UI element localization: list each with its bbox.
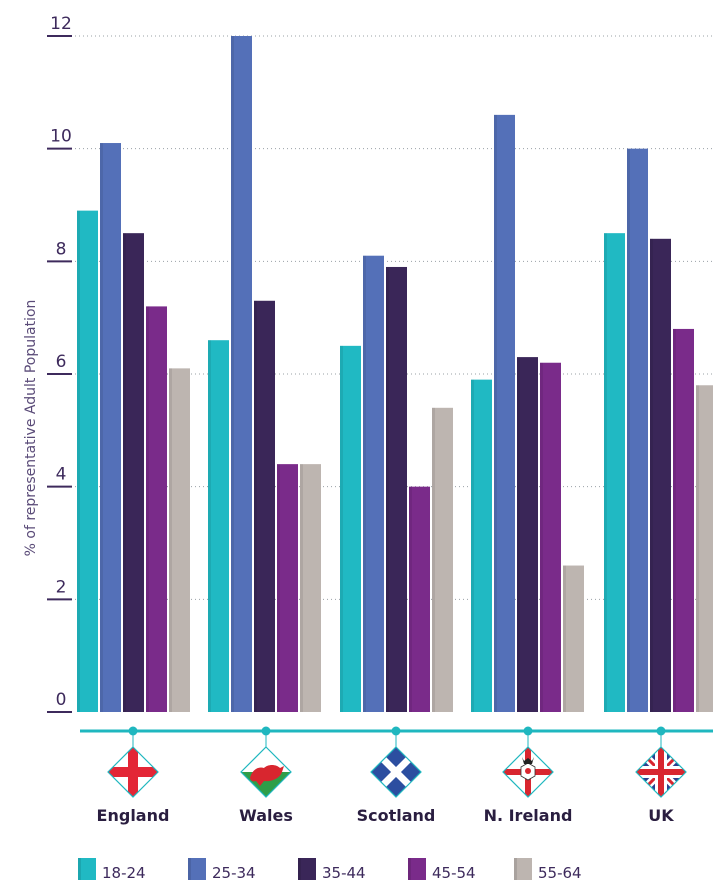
bar-shade (100, 143, 103, 713)
legend-label: 35-44 (322, 864, 366, 882)
bar-shade (169, 368, 172, 712)
bar-shade (432, 407, 435, 712)
bar-uk-18-24 (604, 233, 625, 712)
legend-label: 18-24 (102, 864, 146, 882)
category-label: Scotland (357, 806, 436, 825)
legend: 18-24 25-34 35-44 45-54 55-64 (78, 858, 582, 882)
y-tick-label: 8 (56, 239, 67, 259)
legend-item: 45-54 (408, 858, 476, 882)
bar-uk-35-44 (650, 238, 671, 713)
bar-shade (409, 486, 412, 712)
bar-shade (627, 148, 630, 712)
legend-item: 35-44 (298, 858, 366, 882)
axis-marker-england (128, 726, 138, 736)
y-tick-label: 0 (56, 690, 67, 710)
union-flag-icon (635, 746, 687, 798)
bar-shade (363, 255, 366, 712)
bar-n-ireland-25-34 (494, 114, 515, 712)
bar-shade (696, 385, 699, 712)
y-tick-label: 10 (50, 127, 72, 147)
northern-ireland-flag-icon (502, 746, 554, 798)
y-tick-label: 6 (56, 352, 67, 372)
y-tick-label: 2 (56, 577, 67, 597)
y-axis: 0 2 4 6 8 10 12 (47, 14, 72, 713)
legend-item: 55-64 (514, 858, 582, 882)
legend-swatch (78, 858, 96, 880)
bar-shade (146, 306, 149, 712)
legend-label: 25-34 (212, 864, 256, 882)
bar-shade (471, 379, 474, 712)
bar-england-35-44 (123, 233, 144, 712)
bar-shade (604, 233, 607, 712)
legend-item: 25-34 (188, 858, 256, 882)
legend-swatch (514, 858, 532, 880)
bars (77, 36, 713, 713)
bar-shade (123, 233, 126, 712)
bar-scotland-55-64 (432, 407, 453, 712)
bar-shade (494, 114, 497, 712)
bar-n-ireland-35-44 (517, 357, 538, 712)
bar-wales-55-64 (300, 464, 321, 712)
bar-england-18-24 (77, 210, 98, 712)
category-labels: England Wales Scotland N. Ireland UK (97, 806, 675, 825)
y-tick-label: 4 (56, 465, 67, 485)
england-flag-icon (107, 746, 159, 798)
axis-marker-wales (261, 726, 271, 736)
y-axis-label: % of representative Adult Population (23, 300, 39, 557)
bar-shade (208, 340, 211, 712)
category-label: UK (648, 806, 674, 825)
bar-shade (300, 464, 303, 712)
bar-n-ireland-45-54 (540, 362, 561, 712)
bar-scotland-25-34 (363, 255, 384, 712)
axis-marker-scotland (391, 726, 401, 736)
bar-uk-25-34 (627, 148, 648, 712)
bar-wales-45-54 (277, 464, 298, 712)
legend-swatch (298, 858, 316, 880)
bar-scotland-35-44 (386, 266, 407, 712)
bar-england-45-54 (146, 306, 167, 712)
category-label: Wales (239, 806, 293, 825)
bar-wales-25-34 (231, 36, 252, 712)
bar-uk-45-54 (673, 328, 694, 712)
bar-scotland-45-54 (409, 486, 430, 712)
bar-scotland-18-24 (340, 345, 361, 712)
wales-flag-icon (240, 746, 292, 798)
legend-swatch (408, 858, 426, 880)
bar-shade (517, 357, 520, 712)
axis-marker-uk (656, 726, 666, 736)
bar-shade (386, 266, 389, 712)
bar-england-55-64 (169, 368, 190, 712)
bar-shade (277, 464, 280, 712)
y-tick-label: 12 (50, 14, 72, 34)
legend-swatch (188, 858, 206, 880)
bar-shade (540, 362, 543, 712)
bar-shade (673, 328, 676, 712)
legend-label: 55-64 (538, 864, 582, 882)
bar-shade (254, 300, 257, 712)
category-label: England (97, 806, 170, 825)
bar-uk-55-64 (696, 385, 713, 712)
axis-marker-n-ireland (523, 726, 533, 736)
bar-n-ireland-18-24 (471, 379, 492, 712)
scotland-flag-icon (370, 746, 422, 798)
bar-wales-35-44 (254, 300, 275, 712)
bar-england-25-34 (100, 143, 121, 713)
bar-shade (563, 565, 566, 712)
legend-item: 18-24 (78, 858, 146, 882)
bar-shade (231, 36, 234, 712)
bar-shade (650, 238, 653, 713)
category-label: N. Ireland (484, 806, 573, 825)
bar-shade (340, 345, 343, 712)
bar-n-ireland-55-64 (563, 565, 584, 712)
bar-shade (77, 210, 80, 712)
legend-label: 45-54 (432, 864, 476, 882)
bar-wales-18-24 (208, 340, 229, 712)
